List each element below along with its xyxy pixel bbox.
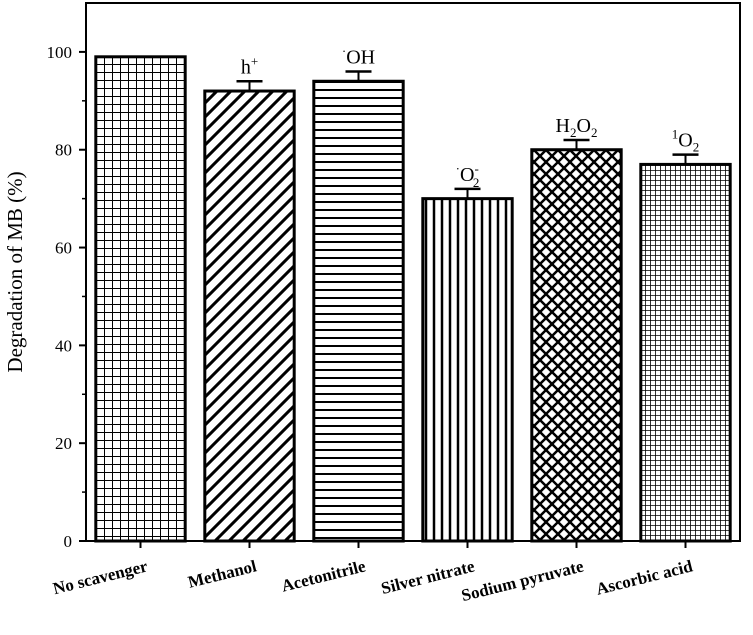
y-tick-label: 20 (55, 434, 72, 453)
x-tick-label: No scavenger (51, 556, 150, 598)
bar-methanol (203, 89, 296, 543)
bar-annotation: ·O-2 (456, 161, 480, 190)
bar-acetonitrile (312, 79, 405, 543)
x-tick-label: Ascorbic acid (594, 556, 695, 598)
bar-annotation: H2O2 (556, 115, 598, 140)
bar-annotation: h+ (241, 53, 258, 78)
bar-silver-nitrate (421, 197, 514, 543)
plot-area: h+ ·OH ·O-2 H2O2 1O2 (94, 43, 732, 543)
y-tick-label: 40 (55, 336, 72, 355)
x-axis: No scavenger Methanol Acetonitrile Silver n… (51, 541, 695, 605)
bar-sodium-pyruvate (530, 148, 623, 543)
bar-ascorbic-acid (639, 162, 732, 543)
x-tick-label: Sodium pyruvate (459, 556, 585, 605)
y-tick-label: 100 (47, 43, 73, 62)
y-tick-label: 80 (55, 141, 72, 160)
bar-no-scavenger (94, 55, 187, 543)
y-tick-label: 60 (55, 239, 72, 258)
plot-frame (85, 2, 741, 542)
bar-annotation: 1O2 (672, 127, 699, 155)
x-tick-label: Methanol (186, 556, 259, 591)
x-tick-label: Acetonitrile (280, 556, 368, 595)
y-axis: 0 20 40 60 80 100 (47, 43, 86, 551)
y-tick-label: 0 (64, 532, 73, 551)
bar-annotation: ·OH (342, 43, 375, 68)
y-axis-label: Degradation of MB (%) (3, 171, 27, 372)
